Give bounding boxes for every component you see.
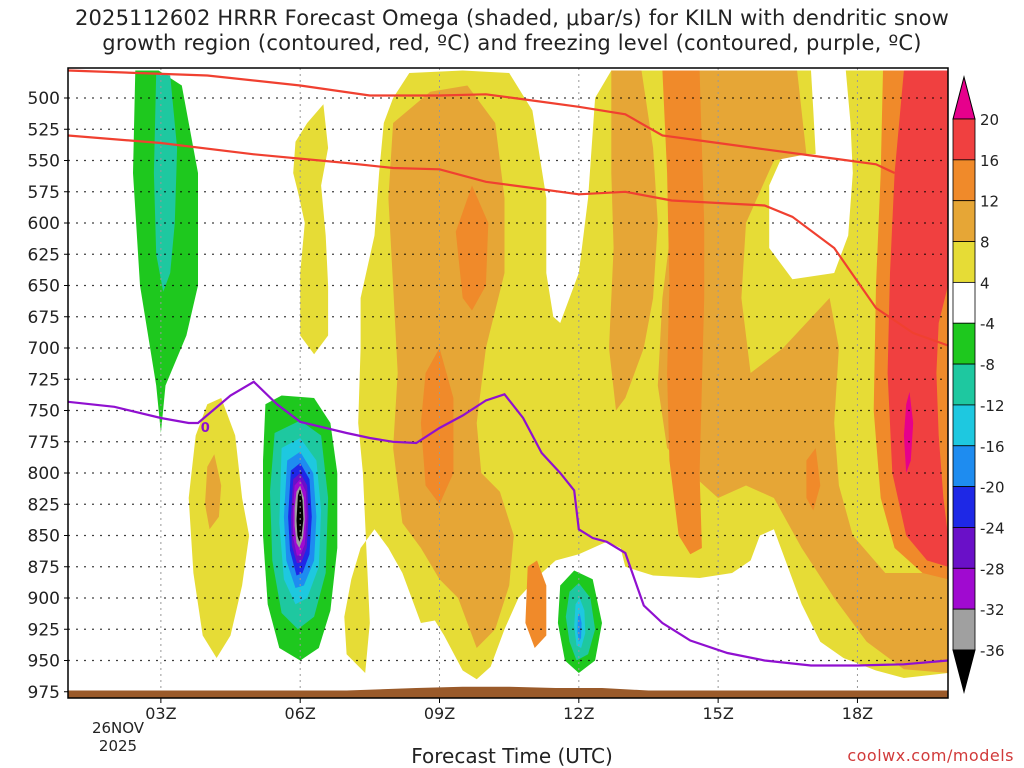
dgz-contour-1 [68,134,948,347]
omega-yellow-04z-blob [188,398,250,658]
source-credit-link[interactable]: coolwx.com/models [847,746,1014,765]
omega-orange-11z-blob [525,560,547,648]
omega-orange-0830-blob [420,348,454,505]
colorbar-bottom-arrow [952,649,976,694]
y-tick-label-575: 575 [28,183,60,203]
omega-orange-1630-blob [806,448,821,511]
freezing-level-contour [68,380,948,667]
date-label-day: 26NOV [91,719,145,737]
y-tick-label-600: 600 [28,214,60,234]
colorbar-segment--20-to--16 [952,445,976,488]
x-tick-label-06Z: 06Z [285,704,316,723]
x-tick-label-03Z: 03Z [145,704,176,723]
colorbar-segment-12-to-16 [952,159,976,202]
omega-red-right-wall [887,70,948,567]
colorbar-segment--4-to-4 [952,281,976,324]
colorbar-label--20: -20 [980,479,1005,497]
omega-orange-04z-blob [205,454,222,530]
colorbar-label--32: -32 [980,601,1005,619]
omega-orange-09z-column [455,185,489,311]
date-label-year: 2025 [98,737,138,755]
colorbar-segment-16-to-20 [952,118,976,161]
y-tick-label-800: 800 [28,464,60,484]
omega-orange-12z-plume [609,70,658,411]
colorbar-label--24: -24 [980,519,1005,537]
x-axis-label: Forecast Time (UTC) [411,744,613,768]
colorbar-label--4: -4 [980,315,995,333]
omega-downward-black-core [296,488,304,542]
y-tick-label-675: 675 [28,308,60,328]
y-tick-label-750: 750 [28,402,60,422]
dgz-contour-0 [68,69,896,174]
colorbar-label--12: -12 [980,397,1005,415]
plot-frame [67,67,949,699]
colorbar-label-20: 20 [980,111,999,129]
colorbar-label--36: -36 [980,642,1005,660]
y-tick-label-850: 850 [28,527,60,547]
freezing-level-label: 0 [201,421,210,436]
colorbar-label-12: 12 [980,193,999,211]
chart-title-line-1: 2025112602 HRRR Forecast Omega (shaded, … [74,6,950,30]
colorbar-label-4: 4 [980,274,990,292]
omega-upward-teal-column [153,73,178,292]
colorbar-label-16: 16 [980,152,999,170]
colorbar-top-arrow [952,75,976,120]
x-tick-label-15Z: 15Z [702,704,733,723]
y-tick-label-550: 550 [28,152,60,172]
colorbar-segment--16-to--12 [952,404,976,447]
colorbar-segment-4-to-8 [952,241,976,283]
y-tick-label-625: 625 [28,245,60,265]
x-tick-label-18Z: 18Z [842,704,873,723]
y-tick-label-825: 825 [28,495,60,515]
y-tick-label-975: 975 [28,683,60,703]
omega-field [133,70,948,680]
y-tick-label-525: 525 [28,120,60,140]
colorbar-label--16: -16 [980,438,1005,456]
colorbar-segment--36-to--32 [952,608,976,651]
y-tick-label-700: 700 [28,339,60,359]
y-tick-label-950: 950 [28,652,60,672]
colorbar-label--28: -28 [980,560,1005,578]
chart-title-line-2: growth region (contoured, red, ºC) and f… [102,31,922,55]
x-tick-label-09Z: 09Z [424,704,455,723]
colorbar-segment-8-to-12 [952,200,976,242]
y-tick-label-775: 775 [28,433,60,453]
y-tick-label-500: 500 [28,89,60,109]
colorbar-label-8: 8 [980,234,990,252]
y-tick-label-875: 875 [28,558,60,578]
y-tick-label-900: 900 [28,589,60,609]
terrain-ground [68,686,948,698]
colorbar-segment--8-to--4 [952,322,976,365]
colorbar-segment--12-to--8 [952,363,976,406]
y-tick-label-725: 725 [28,370,60,390]
omega-orange-right [657,70,948,673]
y-tick-label-925: 925 [28,620,60,640]
contours: 0 [68,69,948,667]
y-tick-label-650: 650 [28,277,60,297]
colorbar-segment--28-to--24 [952,527,976,569]
colorbar-segment--32-to--28 [952,567,976,610]
omega-yellow-north-06z [293,104,329,355]
colorbar-label--8: -8 [980,356,995,374]
omega-magenta-spot [903,391,914,473]
x-tick-label-12Z: 12Z [563,704,594,723]
colorbar: 20 16 12 8 4 -4 -8 -12 -16 -20 -24 -28 -32 -36 [952,75,1005,694]
colorbar-segment--24-to--20 [952,486,976,528]
